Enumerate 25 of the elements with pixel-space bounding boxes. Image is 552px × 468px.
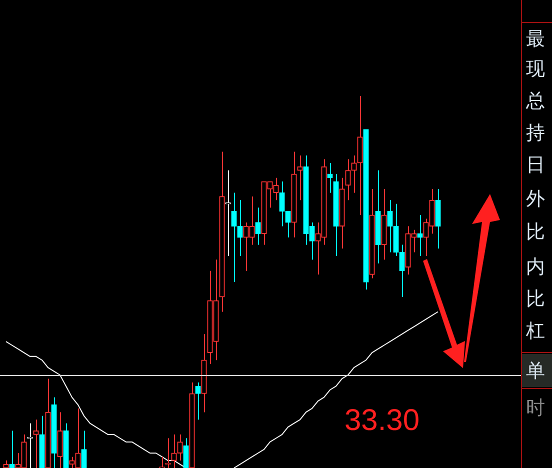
candlestick (81, 430, 87, 468)
candlestick (255, 207, 261, 246)
text: 比 (526, 221, 545, 243)
candlestick (9, 430, 15, 468)
annotation: 33.30 (343, 403, 421, 439)
text: 时 (526, 397, 545, 419)
candlestick (417, 214, 423, 256)
candlestick (351, 155, 357, 194)
text: 持 (526, 122, 545, 144)
candlestick (195, 382, 201, 420)
text: 日 (526, 154, 545, 176)
text: 最 (526, 28, 545, 50)
text: 内 (526, 256, 545, 278)
text: 杠 (526, 320, 545, 342)
candlestick (183, 438, 189, 468)
candlestick (345, 158, 351, 201)
text: 单 (526, 360, 545, 382)
text: 现 (526, 58, 545, 80)
candlestick (327, 162, 333, 194)
candlestick (159, 456, 165, 468)
candlestick (33, 419, 39, 468)
candlestick (297, 155, 303, 201)
text: 比 (526, 288, 545, 310)
text: 外 (526, 188, 545, 210)
text: 总 (526, 90, 545, 112)
